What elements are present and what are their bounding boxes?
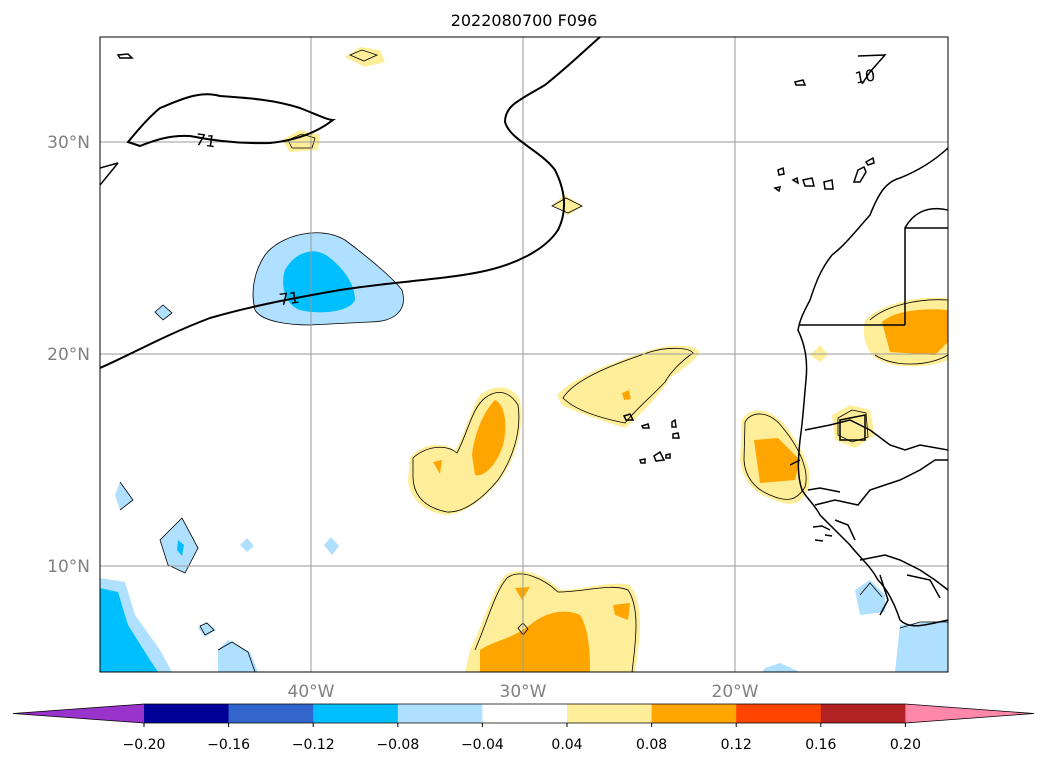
colorbar-segment <box>313 704 399 723</box>
lat-tick-label: 30°N <box>47 133 90 153</box>
lon-tick-label: 30°W <box>500 682 547 702</box>
negative-anomaly-region <box>324 537 339 555</box>
negative-anomaly-core <box>177 540 184 556</box>
colorbar-tick-label: −0.04 <box>461 737 504 753</box>
contour-label: 10 <box>853 65 876 87</box>
colorbar-tick-label: −0.12 <box>292 737 335 753</box>
colorbar-extend-low <box>13 704 144 723</box>
map-frame <box>99 36 949 673</box>
colorbar-tick-label: 0.12 <box>721 737 752 753</box>
colorbar: −0.20 −0.16 −0.12 −0.08 −0.04 0.04 0.08 0.12 0.1… <box>12 703 1035 753</box>
coastlines <box>100 53 948 627</box>
lat-tick-label: 10°N <box>47 557 90 577</box>
colorbar-tick-label: 0.20 <box>890 737 921 753</box>
colorbar-segment <box>397 704 483 723</box>
map-area: 71 71 10 <box>100 37 948 672</box>
colorbar-segment <box>651 704 737 723</box>
colorbar-tick-label: −0.08 <box>376 737 419 753</box>
negative-anomaly-region <box>895 620 948 672</box>
negative-anomaly-region <box>198 622 216 637</box>
positive-anomaly-core <box>613 603 630 620</box>
colorbar-segment <box>482 704 568 723</box>
bold-contours <box>100 37 601 369</box>
lat-tick-label: 20°N <box>47 345 90 365</box>
colorbar-segment <box>820 704 906 723</box>
colorbar-extend-high <box>905 704 1034 723</box>
positive-anomaly-core <box>472 400 506 476</box>
negative-anomaly-region <box>240 538 254 552</box>
negative-anomaly-region <box>855 580 885 615</box>
positive-anomaly-region <box>345 47 385 67</box>
colorbar-segment <box>736 704 822 723</box>
colorbar-segment <box>228 704 314 723</box>
colorbar-segment <box>567 704 653 723</box>
colorbar-tick-label: −0.16 <box>207 737 250 753</box>
positive-anomaly-region <box>557 345 700 428</box>
negative-anomaly-core <box>100 588 158 672</box>
colorbar-segment <box>144 704 230 723</box>
positive-anomaly-region <box>552 195 583 215</box>
lon-tick-label: 20°W <box>712 682 759 702</box>
positive-anomaly-core <box>622 390 631 400</box>
negative-anomaly-region <box>218 640 258 672</box>
colorbar-tick-label: 0.08 <box>636 737 667 753</box>
positive-anomaly-core <box>754 438 800 483</box>
figure-title: 2022080700 F096 <box>451 11 598 30</box>
positive-anomaly-core <box>480 611 590 672</box>
negative-anomaly-region <box>762 663 800 672</box>
positive-anomaly-core <box>433 460 442 474</box>
contour-label: 71 <box>278 288 301 310</box>
lon-tick-label: 40°W <box>288 682 335 702</box>
contour-label: 71 <box>194 130 217 152</box>
colorbar-tick-label: −0.20 <box>123 737 166 753</box>
colorbar-tick-label: 0.16 <box>805 737 836 753</box>
positive-anomaly-core <box>882 309 948 355</box>
colorbar-tick-label: 0.04 <box>551 737 582 753</box>
